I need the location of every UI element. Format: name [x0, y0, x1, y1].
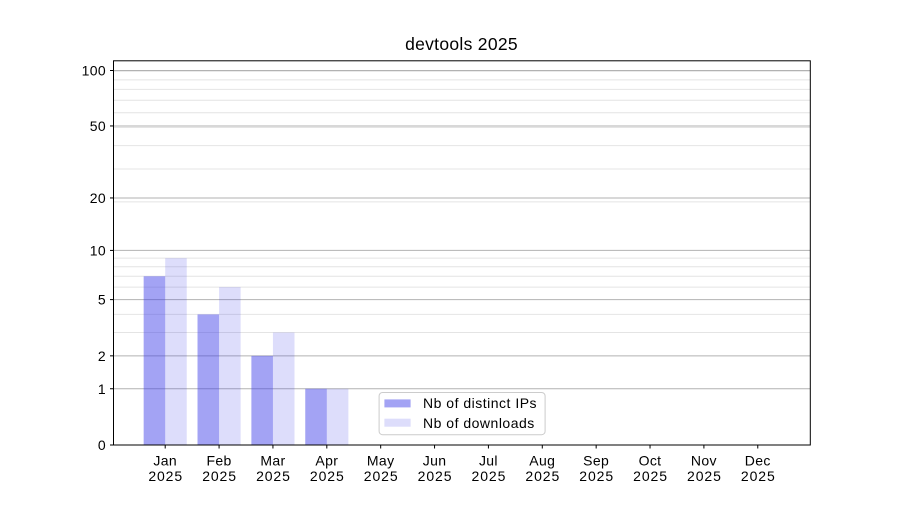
svg-text:2025: 2025 [256, 468, 291, 484]
svg-text:0: 0 [98, 437, 106, 453]
svg-text:Dec: Dec [745, 453, 771, 469]
svg-text:2025: 2025 [687, 468, 722, 484]
svg-text:Aug: Aug [529, 453, 555, 469]
svg-text:2025: 2025 [579, 468, 614, 484]
svg-text:2025: 2025 [148, 468, 183, 484]
svg-text:2025: 2025 [525, 468, 560, 484]
svg-text:2025: 2025 [418, 468, 453, 484]
svg-text:1: 1 [98, 381, 106, 397]
svg-text:2025: 2025 [472, 468, 507, 484]
svg-text:2025: 2025 [202, 468, 237, 484]
svg-text:May: May [367, 453, 395, 469]
svg-text:100: 100 [82, 63, 106, 79]
svg-text:Nov: Nov [691, 453, 717, 469]
svg-text:10: 10 [90, 242, 106, 258]
svg-text:Oct: Oct [639, 453, 662, 469]
svg-text:Jul: Jul [479, 453, 498, 469]
svg-text:Mar: Mar [260, 453, 285, 469]
svg-text:2025: 2025 [364, 468, 399, 484]
svg-text:2025: 2025 [310, 468, 345, 484]
svg-text:Sep: Sep [583, 453, 609, 469]
svg-text:Jan: Jan [153, 453, 177, 469]
svg-text:5: 5 [98, 292, 106, 308]
svg-text:Feb: Feb [206, 453, 231, 469]
svg-text:devtools 2025: devtools 2025 [405, 34, 518, 54]
svg-text:Nb of downloads: Nb of downloads [423, 415, 535, 431]
svg-text:50: 50 [90, 118, 106, 134]
svg-text:Apr: Apr [315, 453, 338, 469]
svg-text:2025: 2025 [633, 468, 668, 484]
svg-text:2025: 2025 [741, 468, 776, 484]
svg-text:Jun: Jun [423, 453, 447, 469]
svg-text:20: 20 [90, 190, 106, 206]
svg-text:Nb of distinct IPs: Nb of distinct IPs [423, 395, 537, 411]
svg-text:2: 2 [98, 348, 106, 364]
